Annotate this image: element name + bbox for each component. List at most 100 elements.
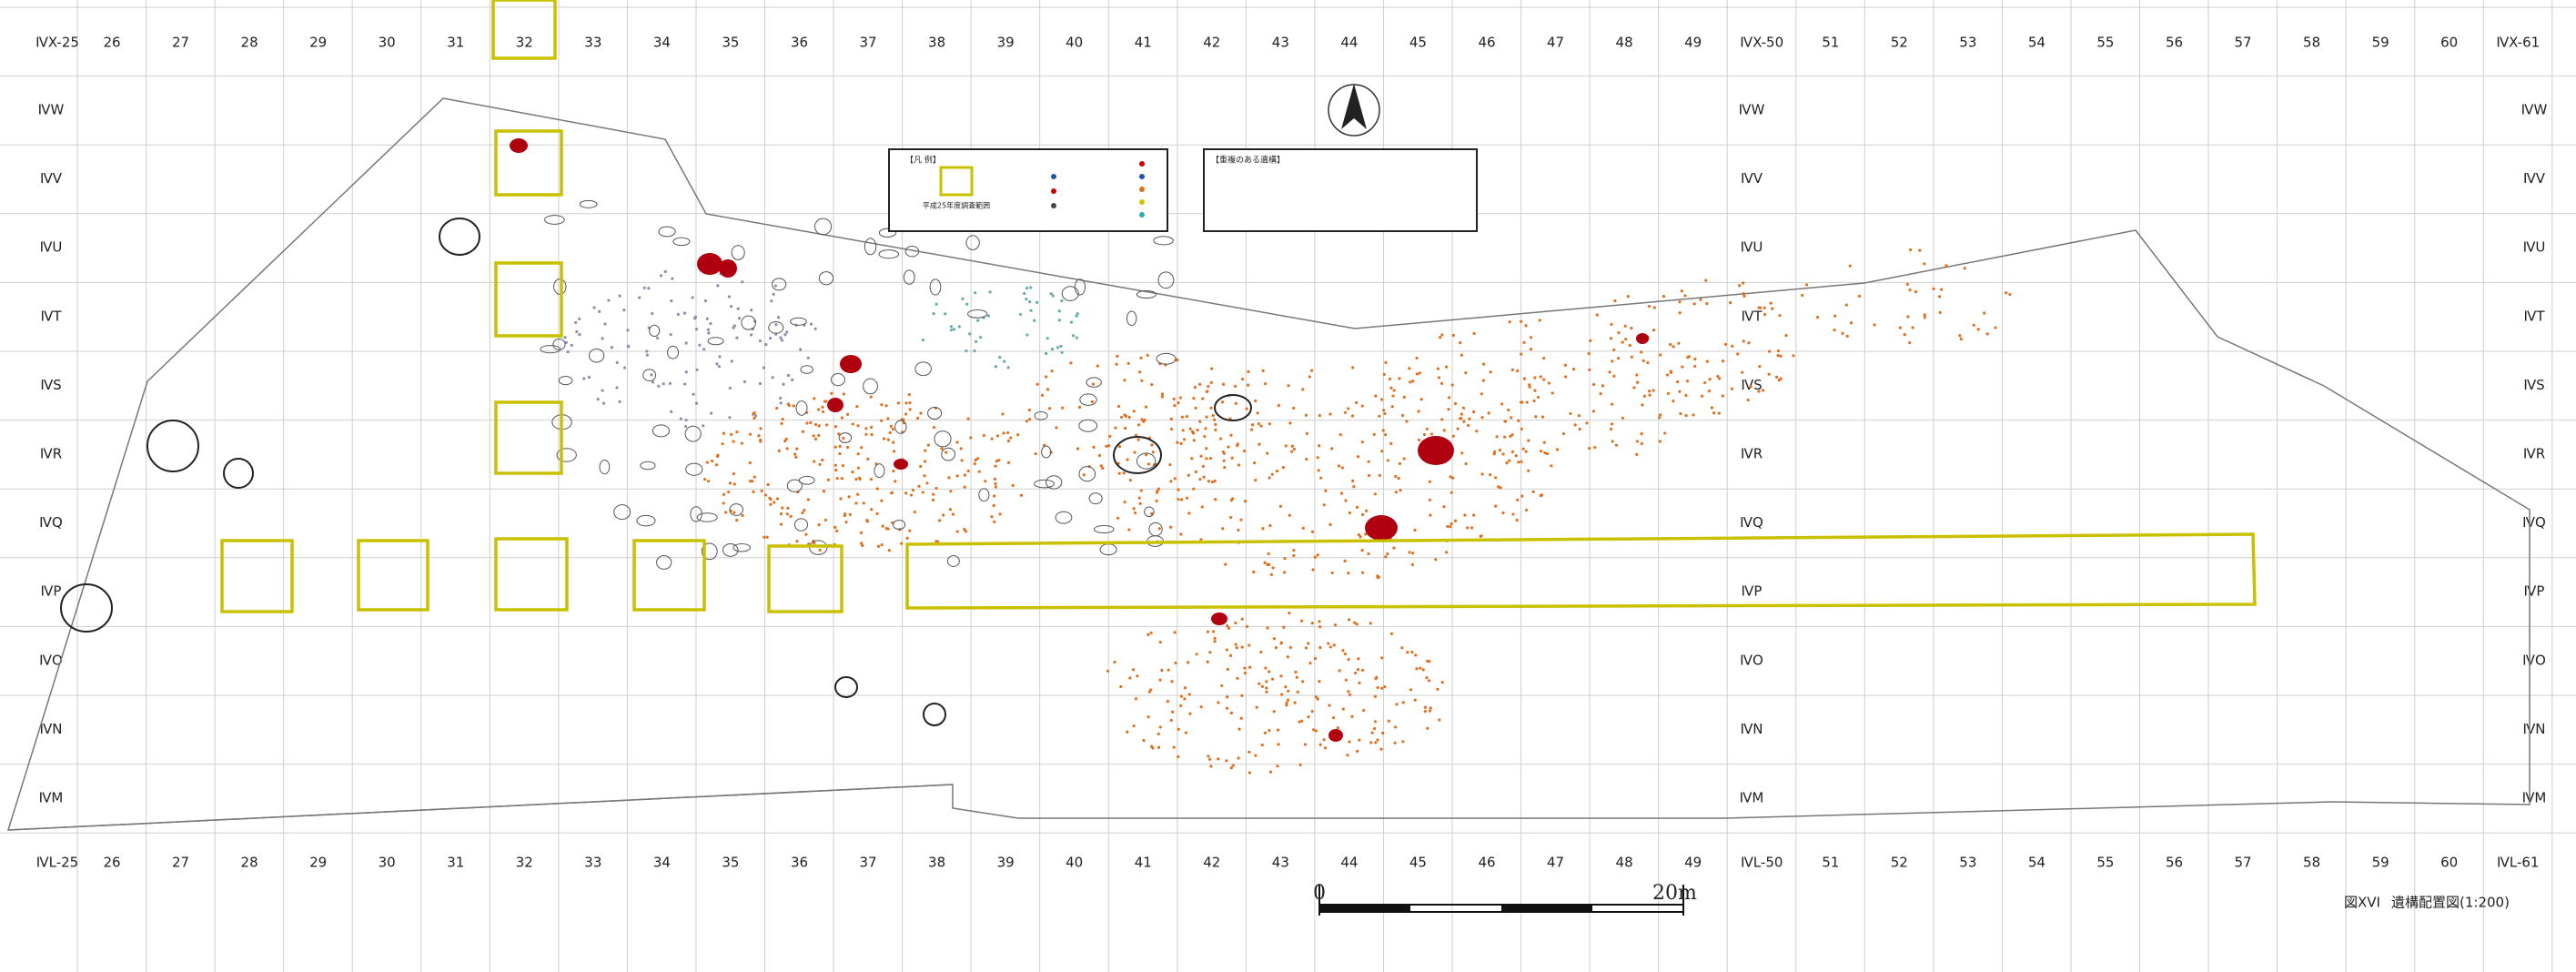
find-dot xyxy=(1190,457,1193,460)
column-label: ⅣX-25 xyxy=(35,35,79,51)
find-dot xyxy=(616,361,619,364)
find-dot xyxy=(987,314,990,317)
find-dot xyxy=(805,421,808,424)
find-dot xyxy=(1440,382,1443,385)
find-dot xyxy=(1596,313,1599,316)
find-dot xyxy=(1041,394,1044,397)
find-dot xyxy=(1181,416,1184,419)
find-dot xyxy=(1341,466,1344,469)
find-dot xyxy=(851,471,854,473)
find-dot xyxy=(1640,350,1642,353)
find-dot xyxy=(1318,444,1320,447)
find-dot xyxy=(1466,526,1469,529)
find-dot xyxy=(1293,702,1296,704)
find-dot xyxy=(1208,758,1211,761)
find-dot xyxy=(1361,440,1364,443)
column-label: 36 xyxy=(791,855,808,871)
find-dot xyxy=(1533,389,1536,391)
find-dot xyxy=(1621,417,1624,420)
column-label: 53 xyxy=(1959,35,1976,51)
find-dot xyxy=(1511,451,1514,453)
north-arrow xyxy=(1328,84,1379,136)
find-dot xyxy=(683,312,686,315)
find-dot xyxy=(1784,334,1787,337)
column-label: ⅣL-61 xyxy=(2497,855,2539,871)
find-dot xyxy=(857,467,860,470)
find-dot xyxy=(912,489,914,491)
find-dot xyxy=(1635,373,1638,376)
find-dot xyxy=(1338,464,1340,467)
find-dot xyxy=(1462,420,1465,423)
find-dot xyxy=(1994,326,1996,329)
find-dot xyxy=(968,332,971,335)
find-dot xyxy=(1569,412,1571,415)
find-dot xyxy=(991,438,994,440)
find-dot xyxy=(994,482,996,485)
find-dot xyxy=(1543,441,1546,444)
find-dot xyxy=(1250,429,1253,431)
find-dot xyxy=(1155,500,1157,502)
column-label: 47 xyxy=(1547,855,1564,871)
find-dot xyxy=(1318,469,1320,471)
find-dot xyxy=(1914,290,1917,293)
find-dot xyxy=(1777,349,1780,352)
find-dot xyxy=(777,316,780,319)
survey-area xyxy=(769,546,842,612)
find-dot xyxy=(1621,340,1624,343)
find-dot xyxy=(1805,283,1808,286)
find-dot xyxy=(1226,624,1228,627)
find-dot xyxy=(1422,668,1425,671)
find-dot xyxy=(955,474,958,477)
find-dot xyxy=(917,485,920,488)
find-dot xyxy=(1140,380,1143,382)
find-dot xyxy=(1705,302,1708,305)
find-dot xyxy=(1376,738,1379,741)
find-dot xyxy=(1465,462,1468,465)
find-dot xyxy=(821,459,823,461)
find-dot xyxy=(722,501,725,504)
find-dot xyxy=(1006,366,1009,369)
find-dot xyxy=(927,444,930,447)
find-dot xyxy=(803,509,805,511)
find-dot xyxy=(1158,527,1161,530)
find-dot xyxy=(1244,500,1247,502)
find-dot xyxy=(1527,470,1530,472)
find-dot xyxy=(769,503,772,506)
find-dot xyxy=(732,440,735,443)
find-dot xyxy=(779,397,782,400)
find-dot xyxy=(1507,409,1510,411)
find-dot xyxy=(724,511,727,513)
find-dot xyxy=(1736,352,1739,355)
find-dot xyxy=(1003,359,1005,362)
find-dot xyxy=(1906,315,1909,318)
pit xyxy=(580,200,597,208)
find-dot xyxy=(1322,738,1325,741)
pit xyxy=(839,433,851,443)
find-dot xyxy=(1742,281,1744,284)
find-dot xyxy=(1339,669,1341,672)
find-dot xyxy=(1578,414,1581,417)
find-dot xyxy=(1007,461,1010,464)
find-dot xyxy=(1091,400,1094,403)
find-dot xyxy=(1503,436,1506,439)
find-dot xyxy=(1342,707,1345,710)
find-dot xyxy=(1541,493,1543,496)
find-dot xyxy=(880,420,883,422)
find-dot xyxy=(1409,688,1412,691)
find-dot xyxy=(1182,429,1185,431)
column-label: 51 xyxy=(1822,35,1839,51)
find-dot xyxy=(1610,323,1612,326)
find-dot xyxy=(1246,625,1248,628)
find-dot xyxy=(1834,315,1836,318)
find-dot xyxy=(1234,622,1237,624)
find-dot xyxy=(702,348,705,350)
find-dot xyxy=(1408,367,1410,370)
large-pit xyxy=(439,218,480,255)
find-dot xyxy=(1329,645,1332,648)
find-dot xyxy=(1311,622,1314,624)
pit xyxy=(1079,467,1096,481)
find-dot xyxy=(890,425,893,428)
find-dot xyxy=(779,336,782,339)
find-dot xyxy=(1214,640,1217,643)
find-dot xyxy=(1663,431,1666,434)
